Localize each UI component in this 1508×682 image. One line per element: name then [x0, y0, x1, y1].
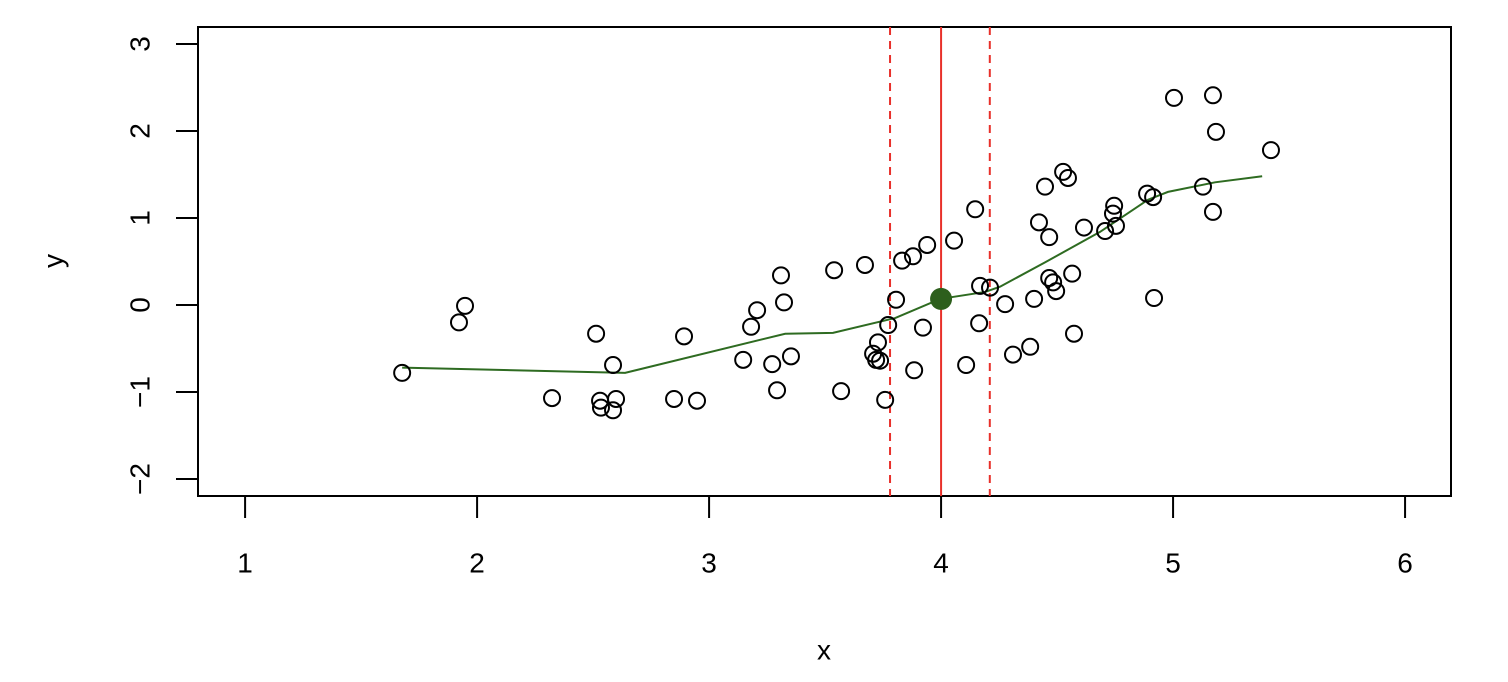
x-tick-label: 4	[933, 547, 949, 578]
data-point	[1164, 88, 1183, 107]
data-point	[1021, 337, 1040, 356]
data-point	[879, 316, 898, 335]
data-point	[1103, 204, 1122, 223]
data-point	[587, 324, 606, 343]
data-point	[1047, 282, 1066, 301]
y-tick-label: 2	[124, 123, 155, 139]
data-point	[449, 313, 468, 332]
data-point	[1063, 264, 1082, 283]
data-point	[768, 381, 787, 400]
x-axis-label: x	[817, 634, 831, 665]
data-point	[734, 350, 753, 369]
data-point	[1074, 218, 1093, 237]
data-point	[742, 317, 761, 336]
data-point	[876, 390, 895, 409]
y-tick-label: −2	[124, 463, 155, 495]
data-point	[871, 351, 890, 370]
data-point	[855, 255, 874, 274]
data-point	[604, 401, 623, 420]
data-point	[893, 251, 912, 270]
data-point	[1036, 177, 1055, 196]
data-point	[1054, 162, 1073, 181]
data-point	[1107, 216, 1126, 235]
data-point	[393, 363, 412, 382]
data-point	[1105, 196, 1124, 215]
data-point	[1145, 289, 1164, 308]
data-point	[1203, 202, 1222, 221]
data-point	[1096, 222, 1115, 241]
data-point	[918, 235, 937, 254]
data-point	[825, 261, 844, 280]
data-point	[543, 389, 562, 408]
data-point	[772, 266, 791, 285]
data-point	[970, 314, 989, 333]
y-tick-label: −1	[124, 376, 155, 408]
y-tick-label: 1	[124, 210, 155, 226]
data-point	[1003, 345, 1022, 364]
data-point	[1261, 141, 1280, 160]
data-point	[887, 290, 906, 309]
data-point	[981, 278, 1000, 297]
data-point	[604, 356, 623, 375]
x-tick-label: 1	[237, 547, 253, 578]
x-tick-label: 5	[1165, 547, 1181, 578]
data-point	[1065, 324, 1084, 343]
data-point	[1144, 188, 1163, 207]
x-tick-label: 2	[469, 547, 485, 578]
plot-frame	[197, 26, 1452, 497]
smooth-line	[402, 175, 1263, 374]
data-point	[913, 318, 932, 337]
data-point	[763, 355, 782, 374]
data-point	[675, 327, 694, 346]
data-point	[775, 293, 794, 312]
data-point	[688, 391, 707, 410]
data-point	[748, 301, 767, 320]
data-point	[607, 389, 626, 408]
x-tick-label: 3	[701, 547, 717, 578]
data-point	[1040, 228, 1059, 247]
data-point	[966, 200, 985, 219]
data-point	[905, 361, 924, 380]
x-tick-label: 6	[1397, 547, 1413, 578]
data-point	[665, 389, 684, 408]
data-point	[868, 333, 887, 352]
y-axis-label: y	[37, 254, 68, 268]
data-point	[1203, 86, 1222, 105]
data-point	[1193, 177, 1212, 196]
data-point	[945, 231, 964, 250]
data-point	[1044, 273, 1063, 292]
data-point	[456, 296, 475, 315]
data-point	[832, 382, 851, 401]
y-tick-label: 3	[124, 36, 155, 52]
data-point	[591, 398, 610, 417]
data-point	[1025, 289, 1044, 308]
data-point	[1206, 122, 1225, 141]
data-point	[957, 356, 976, 375]
data-point	[1058, 168, 1077, 187]
data-point	[781, 347, 800, 366]
highlight-point	[930, 287, 953, 310]
data-point	[904, 247, 923, 266]
data-point	[971, 276, 990, 295]
data-point	[996, 295, 1015, 314]
data-point	[1029, 213, 1048, 232]
y-tick-label: 0	[124, 297, 155, 313]
